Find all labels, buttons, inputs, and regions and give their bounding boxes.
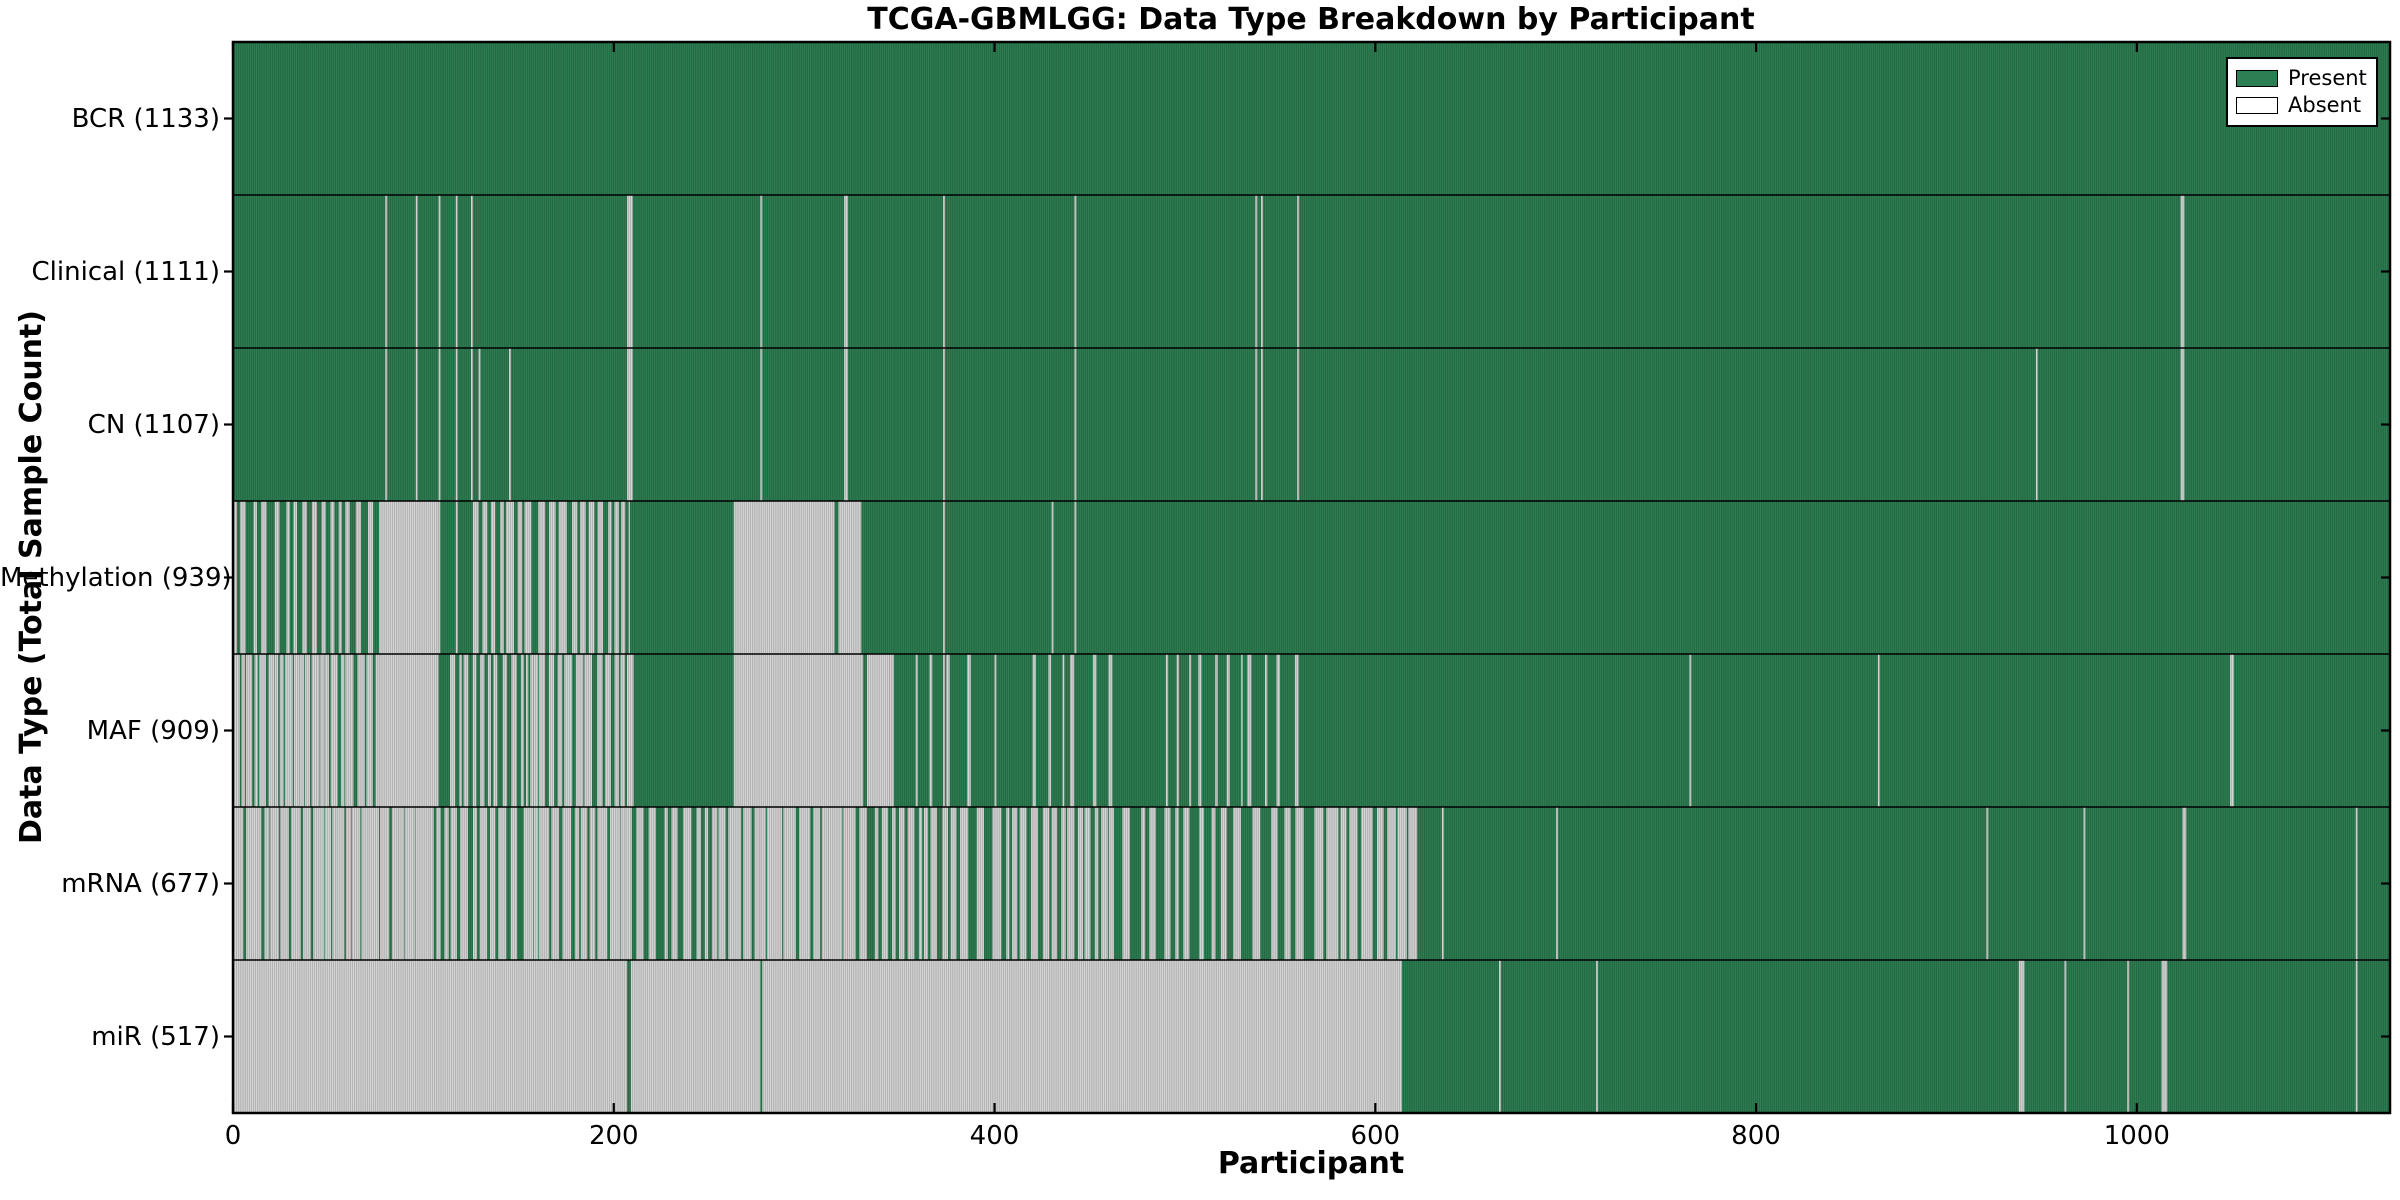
x-tick-label: 800 (1731, 1121, 1781, 1151)
legend-item-absent: Absent (2236, 92, 2368, 119)
legend-label-present: Present (2288, 66, 2367, 90)
x-tick-label: 200 (588, 1121, 639, 1151)
legend-label-absent: Absent (2288, 93, 2362, 117)
chart-title: TCGA-GBMLGG: Data Type Breakdown by Part… (867, 2, 1755, 37)
y-tick-label-mRNA: mRNA (677) (61, 868, 220, 899)
absent-swatch-icon (2236, 97, 2278, 114)
x-tick-label: 400 (969, 1121, 1020, 1151)
y-tick-label-CN: CN (1107) (87, 409, 220, 440)
y-tick-label-BCR: BCR (1133) (71, 103, 220, 134)
y-tick-label-Methylation: Methylation (939) (0, 562, 232, 593)
legend-item-present: Present (2236, 65, 2368, 92)
legend: Present Absent (2226, 57, 2378, 127)
y-tick-label-MAF: MAF (909) (86, 715, 220, 746)
x-tick-label: 1000 (2103, 1121, 2170, 1151)
x-axis-label: Participant (1217, 1146, 1405, 1181)
x-tick-label: 600 (1350, 1121, 1401, 1151)
y-tick-label-Clinical: Clinical (1111) (31, 256, 220, 287)
present-swatch-icon (2236, 70, 2278, 87)
x-tick-label: 0 (224, 1121, 242, 1151)
y-tick-label-miR: miR (517) (91, 1021, 220, 1052)
